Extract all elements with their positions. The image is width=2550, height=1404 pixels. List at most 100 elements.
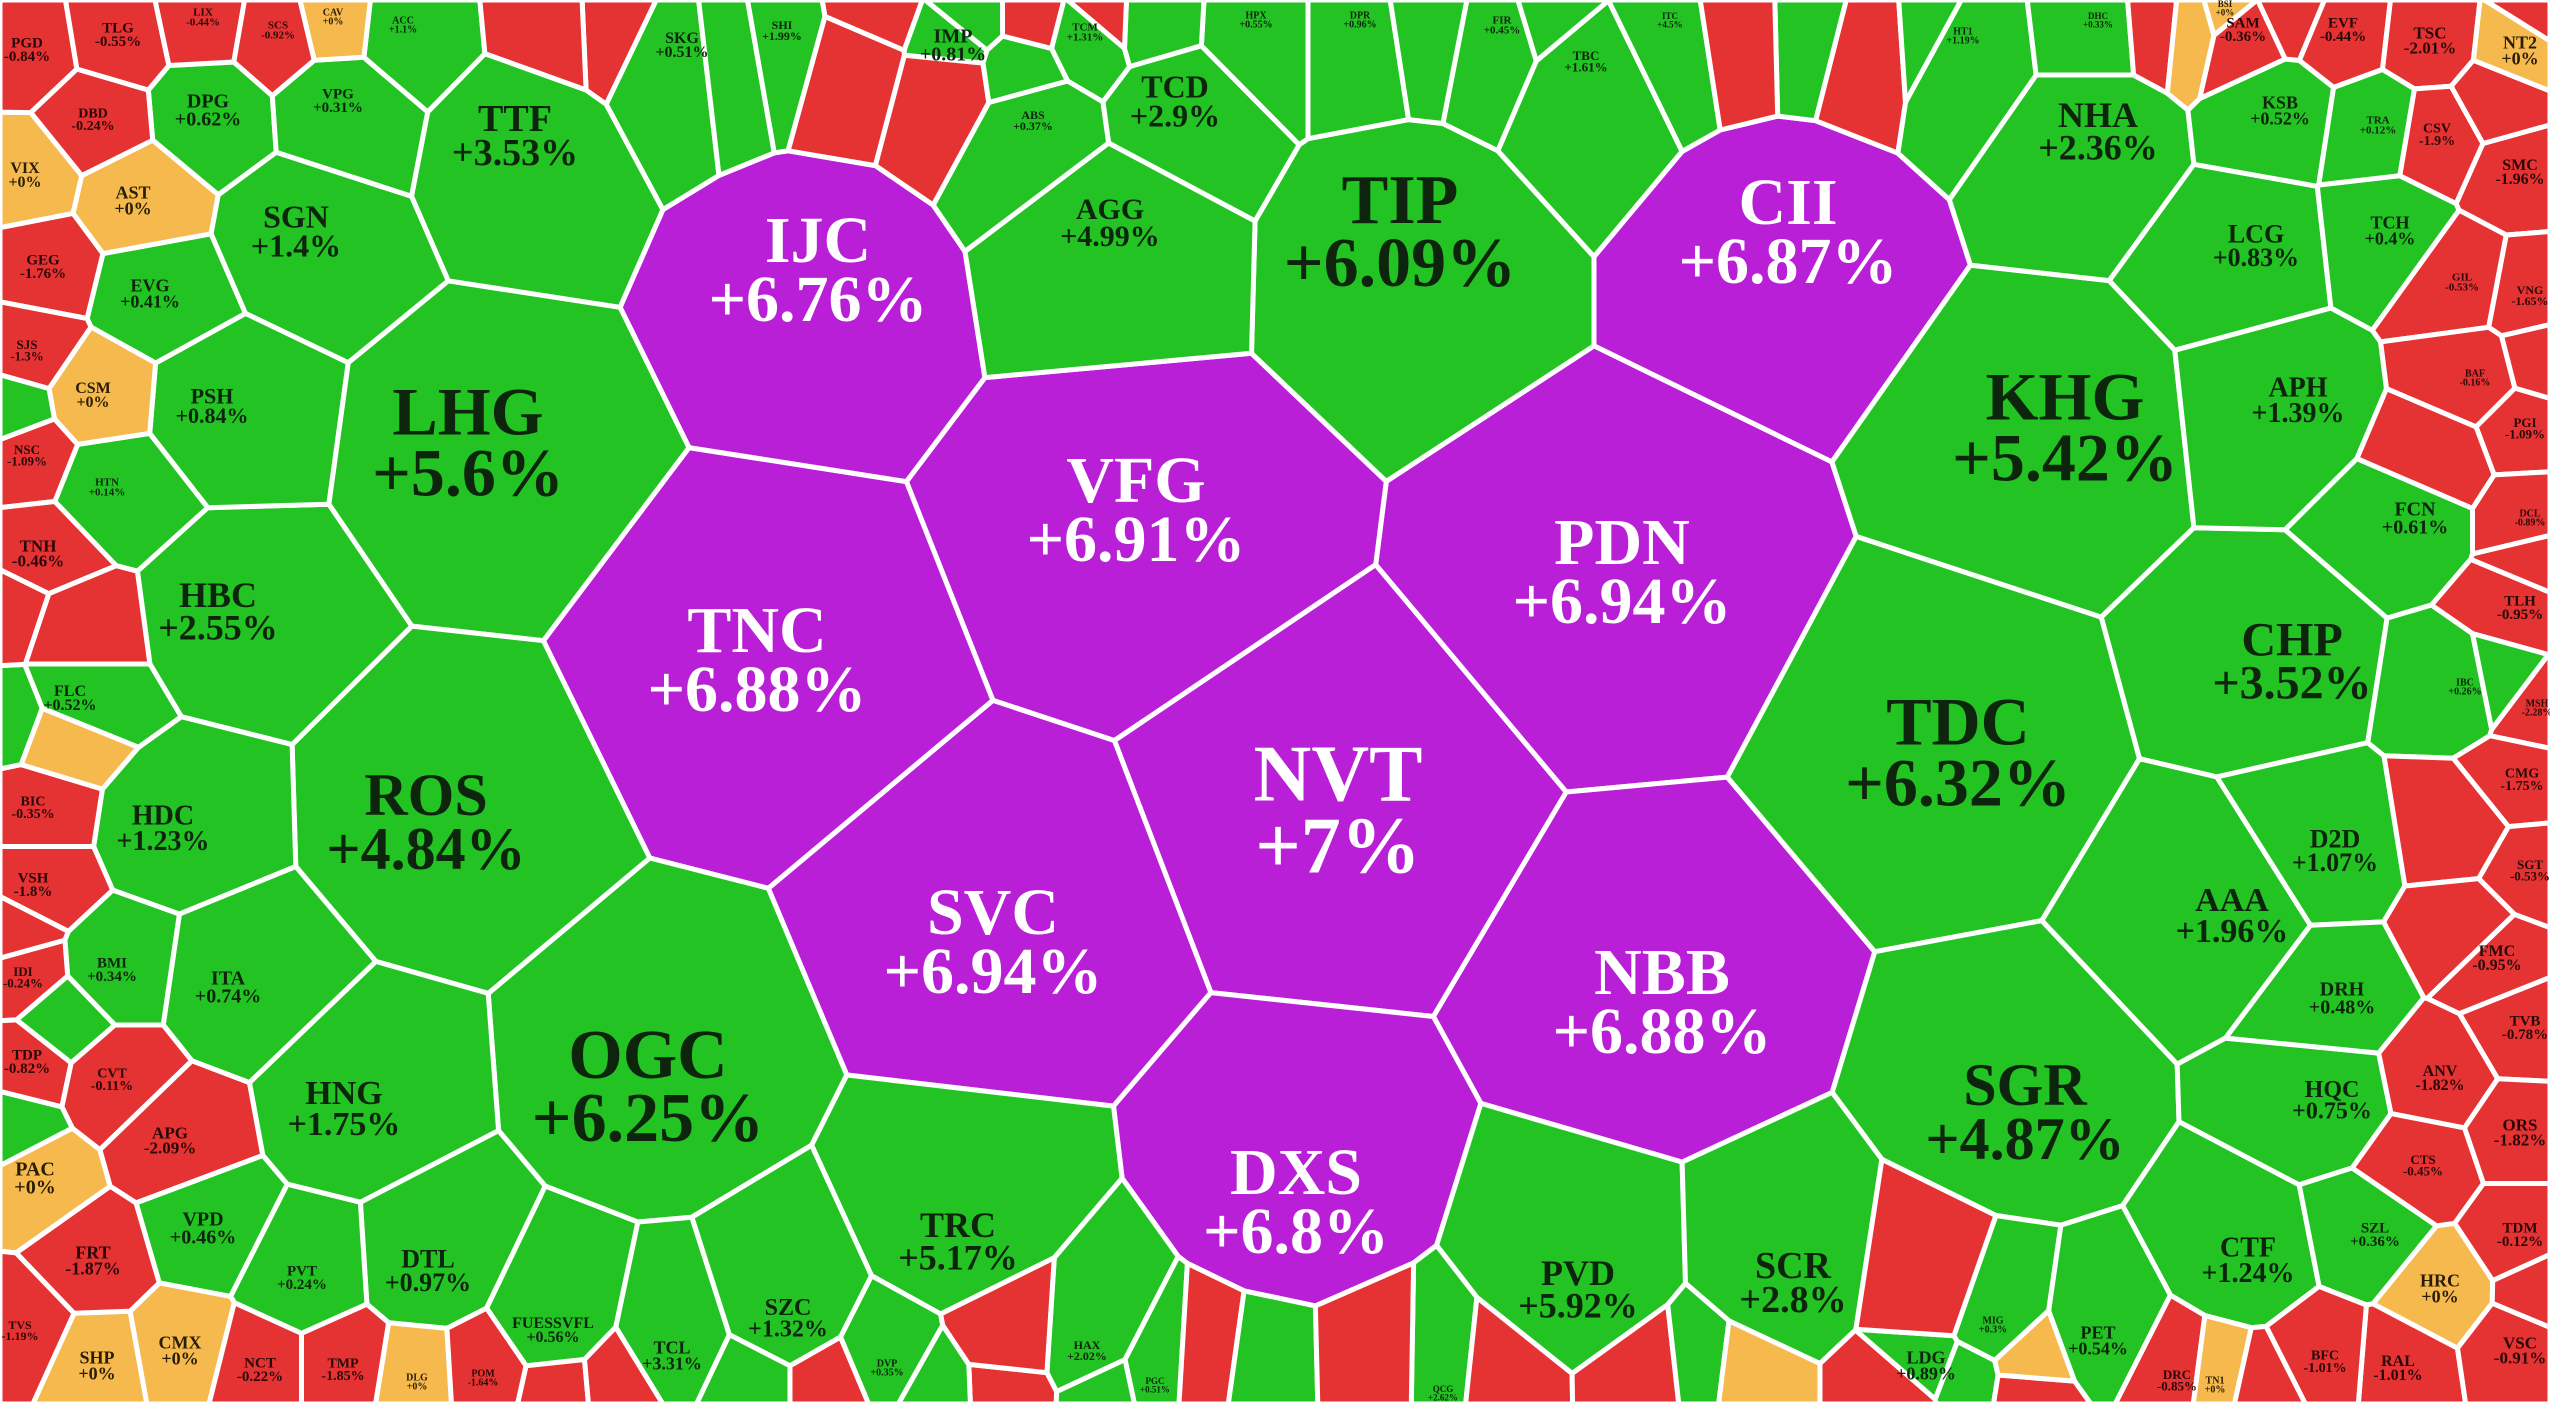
cell-ticker-dxs: DXS <box>1230 1136 1362 1209</box>
cell-ticker-tra: TRA <box>2366 114 2389 126</box>
cell-ticker-flc: FLC <box>54 683 86 700</box>
cell-change-pgc: +0.51% <box>1140 1384 1170 1394</box>
cell-change-pdn: +6.94% <box>1512 565 1731 638</box>
cell-change-ijc: +6.76% <box>708 263 927 336</box>
cell-change-cii: +6.87% <box>1678 225 1897 298</box>
cell-ticker-sgn: SGN <box>263 199 329 235</box>
cell-ticker-ldg: LDG <box>1906 1347 1945 1367</box>
cell-ticker-dvp: DVP <box>877 1358 898 1369</box>
cell-cvt[interactable] <box>59 1022 195 1153</box>
cell-ticker-nvt: NVT <box>1254 730 1423 818</box>
cell-change-ibc: +0.26% <box>2448 686 2481 697</box>
cell-ral[interactable] <box>2355 1301 2469 1404</box>
cell-change-nsc: -1.09% <box>7 454 47 469</box>
cell-change-ors: -1.82% <box>2494 1131 2546 1150</box>
cell-drc[interactable] <box>2112 1292 2208 1404</box>
cell-ticker-dcl: DCL <box>2519 508 2540 519</box>
cell-filler <box>2489 1252 2550 1330</box>
cell-ticker-tlh: TLH <box>2504 594 2536 610</box>
cell-ticker-pvt: PVT <box>287 1264 317 1280</box>
cell-dcl[interactable] <box>2470 469 2550 557</box>
cell-tdm[interactable] <box>2452 1181 2550 1284</box>
cell-change-bmi: +0.34% <box>87 969 137 985</box>
cell-ticker-hrc: HRC <box>2420 1270 2460 1290</box>
cell-change-agg: +4.99% <box>1060 220 1160 253</box>
cell-change-skg: +0.51% <box>655 44 708 61</box>
cell-ticker-smc: SMC <box>2502 157 2538 174</box>
cell-change-evf: -0.44% <box>2320 29 2366 45</box>
cell-filler <box>0 894 71 961</box>
cell-dhc[interactable] <box>2024 0 2137 78</box>
cell-ticker-ijc: IJC <box>765 204 871 277</box>
cell-ticker-drh: DRH <box>2320 979 2365 1001</box>
cell-change-hdc: +1.23% <box>117 826 210 857</box>
cell-ticker-trc: TRC <box>920 1205 996 1245</box>
cell-change-ht1: +1.19% <box>1946 35 1979 46</box>
cell-filler <box>1387 0 1470 126</box>
cell-ticker-khg: KHG <box>1986 358 2145 434</box>
cell-ticker-tnh: TNH <box>20 536 57 555</box>
cell-ticker-ral: RAL <box>2381 1353 2415 1370</box>
cell-ticker-dtl: DTL <box>401 1245 454 1274</box>
cell-filler <box>1053 1357 1137 1404</box>
cell-ticker-tn1: TN1 <box>2206 1375 2225 1386</box>
cell-ticker-bsi: BSI <box>2218 0 2233 9</box>
cell-ticker-nct: NCT <box>244 1356 276 1372</box>
cell-change-hbc: +2.55% <box>158 607 278 647</box>
cell-change-tn1: +0% <box>2205 1384 2226 1395</box>
cell-change-aph: +1.39% <box>2252 398 2345 429</box>
cell-change-fmc: -0.95% <box>2472 957 2521 974</box>
cell-filler <box>2448 57 2550 146</box>
cell-scs[interactable] <box>231 0 317 99</box>
cell-filler <box>1896 0 1964 105</box>
cell-ticker-szl: SZL <box>2361 1221 2389 1237</box>
cell-change-vsc: -0.91% <box>2494 1349 2546 1368</box>
cell-ticker-hbc: HBC <box>179 575 257 615</box>
cell-change-trc: +5.17% <box>898 1237 1018 1277</box>
cell-ticker-acc: ACC <box>392 15 414 26</box>
cell-change-geg: -1.76% <box>20 266 66 282</box>
cell-change-ctf: +1.24% <box>2202 1258 2295 1289</box>
cell-ticker-evg: EVG <box>130 275 169 295</box>
cell-filler <box>1000 0 1067 51</box>
cell-filler <box>1225 1288 1321 1404</box>
cell-change-tnh: -0.46% <box>12 552 64 571</box>
cell-ticker-chp: CHP <box>2241 613 2342 666</box>
cell-change-sjs: -1.3% <box>10 349 44 364</box>
cell-sam[interactable] <box>2197 0 2288 102</box>
cell-tvs[interactable] <box>0 1248 77 1404</box>
cell-ticker-sgt: SGT <box>2517 857 2543 872</box>
cell-ticker-imp: IMP <box>934 26 973 48</box>
cell-ticker-tvs: TVS <box>8 1318 32 1332</box>
cell-change-ast: +0% <box>114 199 151 219</box>
cell-change-cmx: +0% <box>161 1349 198 1369</box>
cell-ticker-nbb: NBB <box>1594 936 1730 1009</box>
cell-ticker-fir: FIR <box>1493 14 1513 26</box>
cell-dbd[interactable] <box>28 66 156 179</box>
cell-tmp[interactable] <box>299 1301 392 1404</box>
cell-change-tdp: -0.82% <box>4 1061 50 1077</box>
cell-change-cmg: -1.75% <box>2500 779 2543 794</box>
cell-filler <box>1312 1260 1417 1404</box>
cell-filler <box>696 0 777 178</box>
cell-ticker-vng: VNG <box>2517 283 2544 297</box>
cell-change-nvt: +7% <box>1255 802 1421 890</box>
cell-change-drc: -0.85% <box>2157 1379 2197 1394</box>
cell-change-gil: -0.53% <box>2445 281 2479 293</box>
cell-ticker-fcn: FCN <box>2394 499 2436 521</box>
cell-change-bsi: +0% <box>2216 7 2235 17</box>
cell-ticker-dlg: DLG <box>406 1372 428 1383</box>
cell-change-lix: -0.44% <box>186 16 220 28</box>
cell-change-vfg: +6.91% <box>1026 503 1245 576</box>
cell-change-tvb: -0.78% <box>2502 1027 2548 1043</box>
cell-ticker-vpd: VPD <box>182 1209 223 1231</box>
cell-change-sam: -0.36% <box>2220 29 2266 45</box>
cell-ticker-cts: CTS <box>2410 1152 2435 1167</box>
cell-ticker-htn: HTN <box>95 476 119 488</box>
cell-ticker-aaa: AAA <box>2195 882 2269 919</box>
cell-change-smc: -1.96% <box>2495 171 2544 188</box>
cell-ticker-vfg: VFG <box>1066 444 1205 517</box>
cell-tlg[interactable] <box>63 0 172 93</box>
cell-filler <box>582 1324 666 1404</box>
